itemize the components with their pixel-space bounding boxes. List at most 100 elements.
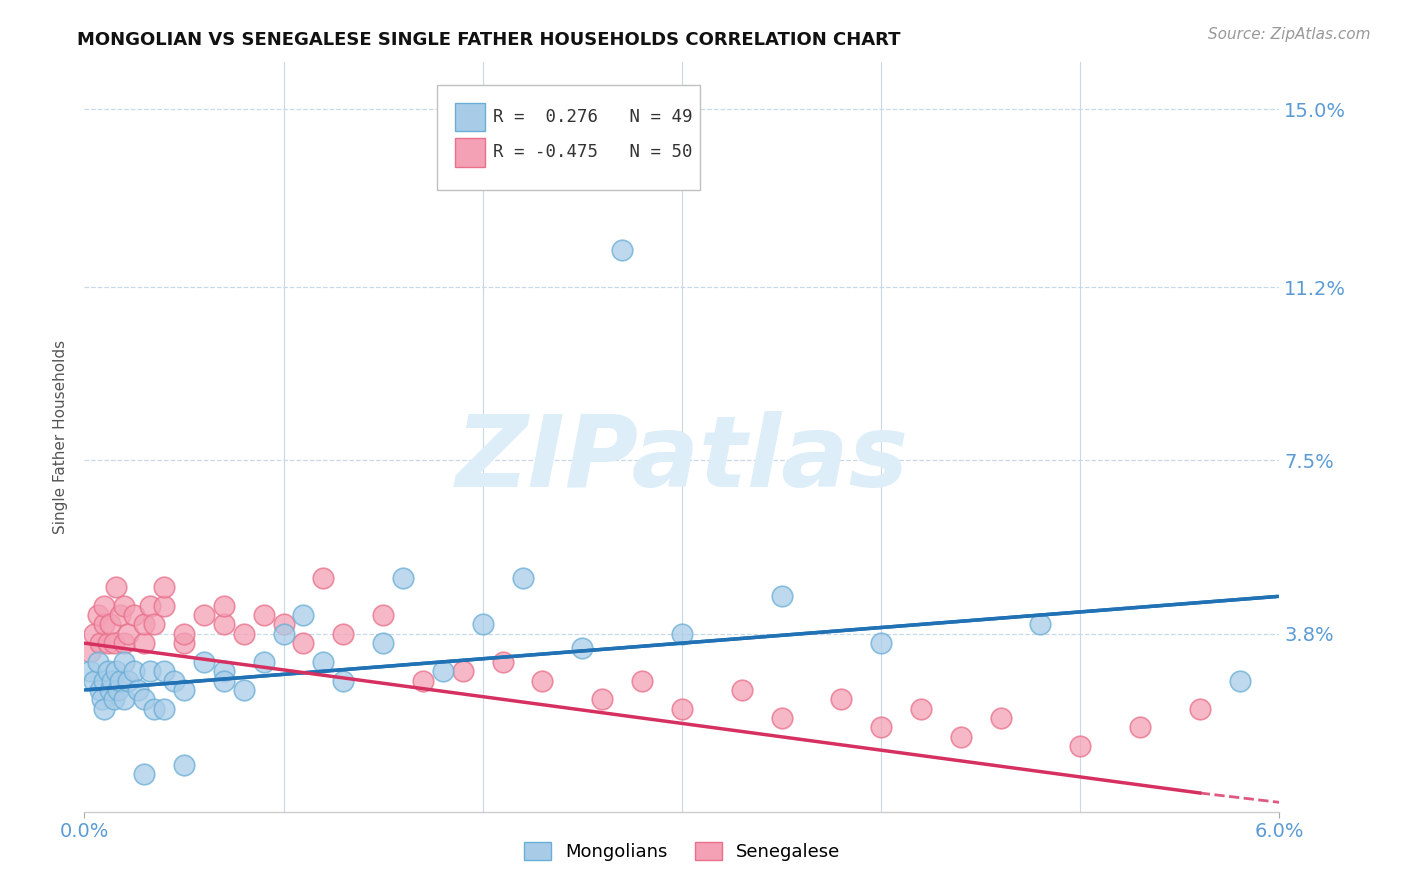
Point [253,608,276,623]
Text: ZIPatlas: ZIPatlas [456,411,908,508]
Point [79,646,101,660]
Point [910,701,932,715]
Point [273,617,295,632]
Point [107,683,129,698]
Point [139,599,162,613]
Point [232,683,254,698]
Point [173,683,195,698]
Point [591,692,613,706]
Text: R = -0.475   N = 50: R = -0.475 N = 50 [494,144,693,161]
Point [193,655,215,669]
Point [492,655,515,669]
Point [132,767,156,781]
Point [93,673,115,688]
Point [870,721,893,735]
Point [212,664,235,679]
Point [292,608,315,623]
Point [273,626,295,640]
Point [83,673,105,688]
Point [1029,617,1052,632]
Point [332,673,354,688]
FancyBboxPatch shape [437,85,700,190]
Point [292,636,315,650]
Point [631,673,654,688]
Point [512,571,534,585]
Point [98,683,121,698]
Point [432,664,454,679]
Point [132,636,156,650]
Point [193,608,215,623]
Text: MONGOLIAN VS SENEGALESE SINGLE FATHER HOUSEHOLDS CORRELATION CHART: MONGOLIAN VS SENEGALESE SINGLE FATHER HO… [77,31,901,49]
Point [870,636,893,650]
Point [373,636,395,650]
Point [97,636,120,650]
Point [105,664,128,679]
Point [87,608,110,623]
Point [153,664,176,679]
Point [451,664,474,679]
Point [312,655,335,669]
Point [132,692,156,706]
Point [87,655,110,669]
Point [173,758,195,772]
Point [163,673,186,688]
Point [112,599,135,613]
Point [671,626,693,640]
Point [105,580,128,594]
Point [98,617,121,632]
Point [97,664,120,679]
Point [949,730,972,744]
Point [153,701,176,715]
Point [103,692,125,706]
Point [79,664,101,679]
Point [731,683,754,698]
Text: Source: ZipAtlas.com: Source: ZipAtlas.com [1208,27,1371,42]
Point [671,701,693,715]
Point [127,683,149,698]
Point [1188,701,1211,715]
Bar [456,103,485,131]
Point [173,636,195,650]
Point [612,243,634,257]
Y-axis label: Single Father Households: Single Father Households [53,340,69,534]
Point [212,617,235,632]
Point [153,580,176,594]
Point [143,617,166,632]
Point [153,599,176,613]
Point [312,571,335,585]
Point [770,590,793,604]
Point [122,608,145,623]
Point [770,711,793,725]
Point [143,701,166,715]
Point [122,664,145,679]
Point [91,692,114,706]
Point [830,692,852,706]
Point [112,655,135,669]
Point [93,599,115,613]
Point [232,626,254,640]
Point [471,617,494,632]
Point [83,626,105,640]
Point [212,599,235,613]
Point [253,655,276,669]
Point [139,664,162,679]
Point [112,692,135,706]
Point [103,636,125,650]
Point [212,673,235,688]
Point [332,626,354,640]
Point [117,673,139,688]
Point [531,673,554,688]
Point [173,626,195,640]
Point [412,673,434,688]
Point [110,673,132,688]
Point [89,636,111,650]
Bar [456,138,485,167]
Point [110,608,132,623]
Text: R =  0.276   N = 49: R = 0.276 N = 49 [494,108,693,126]
Point [117,626,139,640]
Point [93,701,115,715]
Point [112,636,135,650]
Point [1129,721,1152,735]
Point [89,683,111,698]
Point [373,608,395,623]
